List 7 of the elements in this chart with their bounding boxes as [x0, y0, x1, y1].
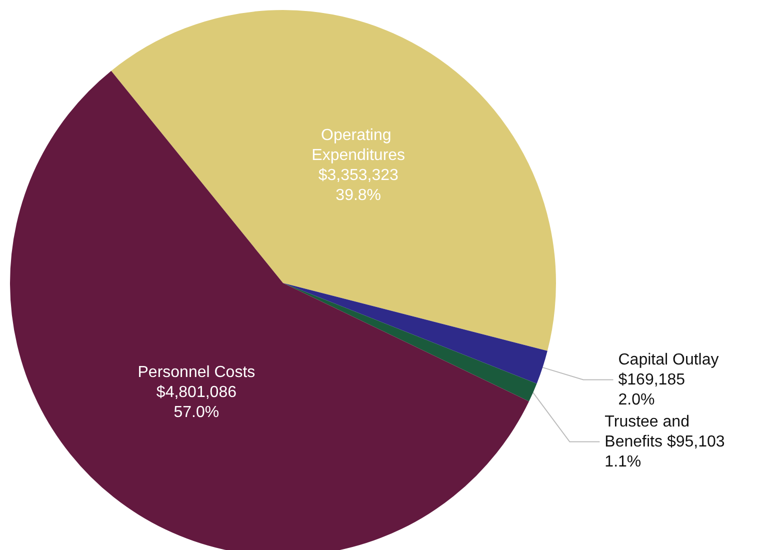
data-label: $169,185 2.0% — [618, 371, 686, 408]
slice-label: Trustee and Benefits $95,103 1.1% — [604, 413, 725, 470]
data-label: $4,801,086 57.0% — [156, 384, 237, 421]
slice-label: Personnel Costs — [138, 364, 256, 381]
slice-label: Operating Expenditures — [312, 127, 406, 164]
slice-label: Capital Outlay — [618, 351, 724, 368]
data-label: $3,353,323 39.8% — [318, 167, 398, 204]
